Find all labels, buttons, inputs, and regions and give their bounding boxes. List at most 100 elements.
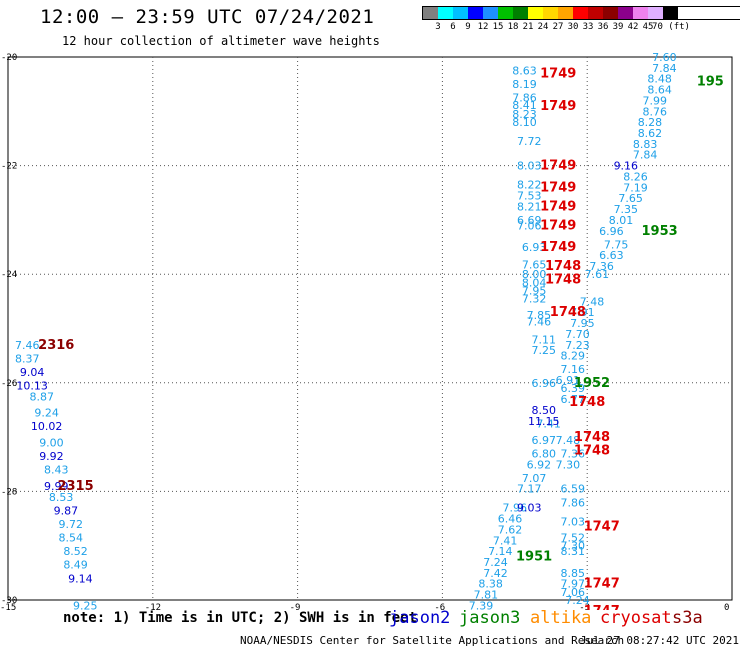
wave-height-label: 9.99 bbox=[44, 480, 69, 493]
wave-height-label: 8.50 bbox=[532, 404, 557, 417]
wave-height-label: 7.48 bbox=[556, 434, 581, 447]
wave-height-label: 10.13 bbox=[16, 380, 48, 393]
legend-swatches bbox=[422, 6, 740, 20]
legend-swatch bbox=[573, 7, 588, 19]
legend-label: 45 bbox=[642, 22, 654, 32]
legend-swatch bbox=[438, 7, 453, 19]
generated-timestamp: Jul 27 08:27:42 UTC 2021 bbox=[580, 634, 739, 647]
legend-swatch bbox=[453, 7, 468, 19]
wave-height-label: 8.41 bbox=[512, 99, 537, 112]
wave-height-label: 1747 bbox=[584, 604, 620, 610]
x-tick-label: -9 bbox=[290, 603, 301, 610]
y-tick-label: -24 bbox=[1, 270, 17, 280]
x-tick-label: -3 bbox=[579, 603, 590, 610]
wave-height-label: 7.23 bbox=[565, 339, 590, 352]
wave-height-label: 1749 bbox=[540, 159, 576, 174]
legend-swatch bbox=[468, 7, 483, 19]
wave-height-label: 7.62 bbox=[498, 523, 523, 536]
wave-height-label: 8.85 bbox=[560, 567, 585, 580]
wave-height-label: 8.29 bbox=[560, 350, 585, 363]
legend-label: 18 bbox=[507, 22, 519, 32]
legend-label: 30 bbox=[567, 22, 579, 32]
satellite-label-altika: altika bbox=[530, 608, 592, 628]
legend-label: 15 bbox=[492, 22, 504, 32]
wave-height-label: 7.48 bbox=[580, 295, 605, 308]
wave-height-label: 6.77 bbox=[560, 393, 585, 406]
wave-height-label: 7.61 bbox=[585, 268, 610, 281]
wave-height-label: 6.69 bbox=[517, 214, 542, 227]
wave-height-label: 8.22 bbox=[517, 179, 542, 192]
wave-height-label: 7.53 bbox=[517, 189, 542, 202]
wave-height-label: 6.39 bbox=[560, 382, 585, 395]
wave-height-label: 1748 bbox=[545, 259, 581, 274]
wave-height-label: 8.87 bbox=[30, 390, 55, 403]
wave-height-label: 7.95 bbox=[522, 284, 547, 297]
wave-height-label: 9.16 bbox=[614, 160, 639, 173]
satellite-label-s3a: s3a bbox=[672, 608, 703, 628]
wave-height-label: 7.06 bbox=[517, 219, 542, 232]
wave-height-label: 8.00 bbox=[522, 268, 547, 281]
satellite-label-jason3: jason3 bbox=[459, 608, 521, 628]
wave-height-label: 7.07 bbox=[522, 472, 547, 485]
wave-height-label: 8.63 bbox=[512, 65, 537, 78]
wave-height-label: 8.21 bbox=[517, 200, 542, 213]
wave-height-map: -15 -12 -9 -6 -3 0-20-22-24-26-28-308.638.197… bbox=[0, 51, 733, 610]
wave-height-label: 8.54 bbox=[58, 532, 83, 545]
wave-height-label: 7.42 bbox=[483, 567, 508, 580]
legend-swatch bbox=[618, 7, 633, 19]
footer-note: note: 1) Time is in UTC; 2) SWH is in fe… bbox=[63, 610, 418, 626]
legend-label: 9 bbox=[465, 22, 471, 32]
legend-swatch bbox=[588, 7, 603, 19]
wave-height-label: 8.23 bbox=[512, 108, 537, 121]
wave-height-label: 8.43 bbox=[44, 464, 69, 477]
wave-height-label: 7.11 bbox=[532, 333, 557, 346]
wave-height-label: 8.04 bbox=[522, 276, 547, 289]
wave-height-label: 7.30 bbox=[560, 540, 585, 553]
wave-height-label: 7.95 bbox=[570, 317, 595, 330]
wave-height-label: 7.46 bbox=[527, 315, 552, 328]
wave-height-label: 9.92 bbox=[39, 450, 64, 463]
chart-subtitle: 12 hour collection of altimeter wave hei… bbox=[62, 34, 380, 48]
wave-height-label: 7.41 bbox=[493, 534, 518, 547]
wave-height-label: 7.41 bbox=[536, 418, 561, 431]
wave-height-label: 6.91 bbox=[556, 374, 581, 387]
legend-label: 12 bbox=[477, 22, 489, 32]
color-scale-legend: 3 6 9 12 15 18 21 24 27 30 33 36 39 42 45 70 (ft) bbox=[422, 6, 740, 34]
wave-height-label: 7.06 bbox=[560, 586, 585, 599]
legend-label: 42 bbox=[627, 22, 639, 32]
wave-height-label: 6.46 bbox=[498, 513, 523, 526]
wave-height-label: 1747 bbox=[584, 520, 620, 535]
wave-height-label: 8.28 bbox=[638, 116, 663, 129]
legend-label: 27 bbox=[552, 22, 564, 32]
satellite-label-jason2: jason2 bbox=[389, 608, 451, 628]
wave-height-label: 8.64 bbox=[647, 84, 672, 97]
legend-swatch bbox=[423, 7, 438, 19]
y-tick-label: -26 bbox=[1, 379, 17, 389]
legend-label: 21 bbox=[522, 22, 534, 32]
legend-swatch bbox=[528, 7, 543, 19]
wave-height-label: 6.93 bbox=[522, 241, 547, 254]
wave-height-label: 1953 bbox=[642, 224, 678, 239]
wave-height-label: 1749 bbox=[540, 99, 576, 114]
wave-height-label: 7.24 bbox=[565, 594, 590, 607]
wave-height-label: 8.38 bbox=[478, 578, 503, 591]
wave-height-label: 195 bbox=[697, 74, 724, 89]
wave-height-label: 7.39 bbox=[469, 599, 494, 610]
y-tick-label: -22 bbox=[1, 162, 17, 172]
wave-height-label: 9.14 bbox=[68, 572, 93, 585]
x-tick-label: -15 bbox=[0, 603, 16, 610]
wave-height-label: 7.24 bbox=[483, 556, 508, 569]
legend-swatch bbox=[558, 7, 573, 19]
legend-swatch bbox=[543, 7, 558, 19]
legend-swatch bbox=[603, 7, 618, 19]
wave-height-label: 7.86 bbox=[512, 92, 537, 105]
wave-height-label: 10.02 bbox=[31, 420, 63, 433]
wave-height-label: 7.36 bbox=[589, 260, 614, 273]
wave-height-label: 9.72 bbox=[58, 518, 83, 531]
wave-height-label: 8.48 bbox=[647, 73, 672, 86]
wave-height-label: 8.76 bbox=[643, 105, 668, 118]
wave-height-label: 8.53 bbox=[49, 491, 74, 504]
wave-height-label: 2315 bbox=[57, 479, 93, 494]
wave-height-label: 6.97 bbox=[532, 434, 557, 447]
wave-height-label: 1747 bbox=[584, 577, 620, 592]
